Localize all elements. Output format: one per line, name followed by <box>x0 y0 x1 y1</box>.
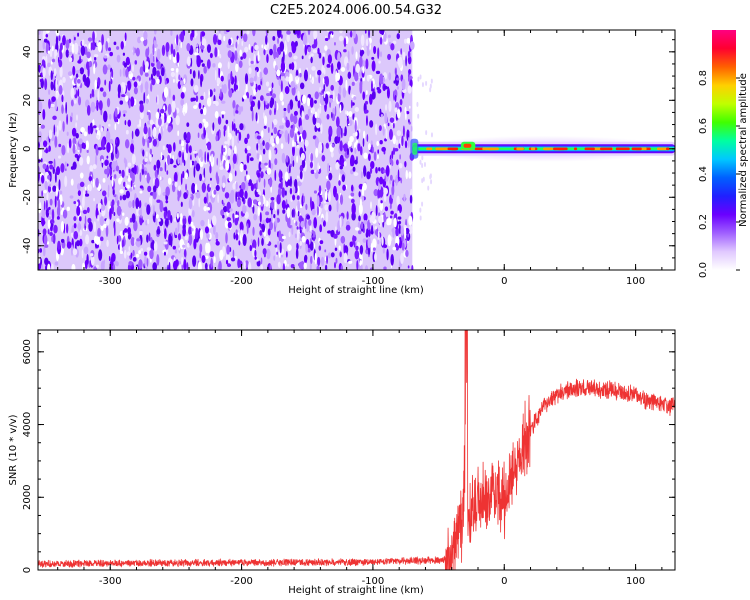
colorbar-tick-label: 0.6 <box>698 118 709 134</box>
snr-xtick-label: 100 <box>626 576 645 587</box>
snr-ytick-label: 6000 <box>22 339 33 364</box>
snr-xtick-label: 0 <box>501 576 507 587</box>
signal-band <box>410 135 675 162</box>
colorbar: 0.0 0.2 0.4 0.6 0.8 Normalized spectral ampl… <box>698 30 749 278</box>
spectrogram-ytick-label: 40 <box>22 45 33 58</box>
spectrogram-marks <box>38 30 675 270</box>
snr-ytick-label: 0 <box>22 567 33 573</box>
snr-ylabel: SNR (10 * v/v) <box>8 414 19 485</box>
colorbar-gradient <box>712 30 736 270</box>
snr-xtick-label: -100 <box>362 576 385 587</box>
colorbar-label: Normalized spectral amplitude <box>738 73 749 227</box>
snr-xlabel: Height of straight line (km) <box>288 585 424 596</box>
spectrogram-xtick-label: -200 <box>230 276 253 287</box>
spectrogram-xtick-label: 100 <box>626 276 645 287</box>
colorbar-ticks: 0.0 0.2 0.4 0.6 0.8 <box>698 70 740 278</box>
spectrogram-ytick-label: 0 <box>22 146 33 152</box>
snr-xtick-label: -200 <box>230 576 253 587</box>
spectrogram-ytick-label: -40 <box>22 238 33 254</box>
snr-ytick-label: 4000 <box>22 412 33 437</box>
colorbar-tick-label: 0.2 <box>698 214 709 230</box>
page-title: C2E5.2024.006.00.54.G32 <box>270 3 442 18</box>
spectrogram-xtick-label: -100 <box>362 276 385 287</box>
spectrogram-xlabel: Height of straight line (km) <box>288 285 424 296</box>
snr-frame <box>37 329 676 571</box>
spectrogram-xtick-label: 0 <box>501 276 507 287</box>
colorbar-tick-label: 0.4 <box>698 166 709 182</box>
colorbar-tick-label: 0.0 <box>698 262 709 278</box>
spectrogram-frame <box>37 29 676 271</box>
spectrogram-ytick-label: -20 <box>22 189 33 205</box>
snr-xtick-label: -300 <box>99 576 122 587</box>
snr-ytick-label: 2000 <box>22 485 33 510</box>
snr-series-line <box>38 330 675 570</box>
spectrogram-xtick-label: -300 <box>99 276 122 287</box>
colorbar-tick-label: 0.8 <box>698 70 709 86</box>
spectrogram-ytick-label: 20 <box>22 94 33 107</box>
spectrogram-ylabel: Frequency (Hz) <box>8 112 19 188</box>
noise-speckles <box>38 30 433 270</box>
